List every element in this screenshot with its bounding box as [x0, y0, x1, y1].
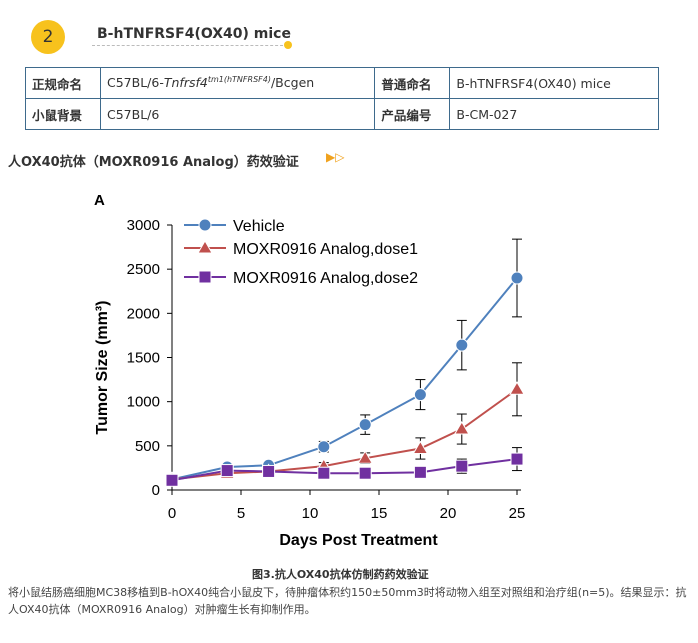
data-point: [358, 418, 372, 432]
table-value-product-code: B-CM-027: [449, 98, 659, 130]
legend-label: MOXR0916 Analog,dose1: [233, 241, 418, 258]
table-value-background: C57BL/6: [99, 98, 376, 130]
table-key: 产品编号: [374, 98, 451, 130]
y-axis-label: Tumor Size (mm³): [94, 301, 111, 435]
play-arrows-icon: ▶▷: [326, 150, 345, 164]
title-underline: [92, 45, 288, 46]
data-point: [262, 464, 276, 478]
product-title: B-hTNFRSF4(OX40) mice: [97, 26, 291, 42]
series-line-0: [171, 277, 518, 481]
legend-marker: [198, 218, 212, 232]
official-name-suffix: /Bcgen: [270, 75, 315, 91]
official-name-prefix: C57BL/6-: [107, 75, 164, 91]
figure-description: 将小鼠结肠癌细胞MC38移植到B-hOX40纯合小鼠皮下，待肿瘤体积约150±5…: [8, 586, 687, 616]
data-point: [358, 466, 372, 480]
y-tick-label: 0: [152, 482, 160, 499]
y-tick-label: 2500: [127, 261, 160, 278]
figure-caption: 图3.抗人OX40抗体仿制药药效验证: [252, 568, 429, 581]
y-tick-label: 1000: [127, 394, 160, 411]
x-tick-label: 0: [168, 505, 176, 522]
section-title: 人OX40抗体（MOXR0916 Analog）药效验证: [8, 155, 299, 170]
data-point: [509, 381, 525, 395]
data-point: [412, 440, 429, 454]
series-line-2: [171, 458, 518, 482]
panel-label: A: [94, 192, 105, 209]
data-point: [317, 466, 331, 480]
x-tick-label: 10: [302, 505, 319, 522]
data-point: [455, 338, 469, 352]
x-axis-label: Days Post Treatment: [279, 532, 438, 549]
data-point: [317, 440, 331, 454]
x-tick-label: 5: [237, 505, 245, 522]
data-point: [165, 473, 179, 487]
legend-marker: [197, 240, 213, 254]
data-point: [413, 388, 427, 402]
data-point: [510, 271, 524, 285]
legend-label: MOXR0916 Analog,dose2: [233, 270, 418, 287]
table-key: 正规命名: [25, 67, 101, 99]
official-name-allele: tm1(hTNFRSF4): [207, 75, 271, 85]
data-point: [510, 452, 524, 466]
step-number-badge: 2: [31, 20, 65, 54]
table-row: 小鼠背景 C57BL/6 产品编号 B-CM-027: [25, 98, 659, 130]
x-tick-label: 25: [509, 505, 526, 522]
x-tick-label: 20: [440, 505, 457, 522]
data-point: [455, 459, 469, 473]
y-tick-label: 500: [135, 438, 160, 455]
table-key: 小鼠背景: [25, 98, 101, 130]
official-name-gene: Tnfrsf4: [163, 75, 208, 91]
table-key: 普通命名: [374, 67, 451, 99]
legend-marker: [198, 270, 212, 284]
table-value-common-name: B-hTNFRSF4(OX40) mice: [449, 67, 659, 99]
title-dot: [284, 41, 292, 49]
info-table: 正规命名 C57BL/6-Tnfrsf4tm1(hTNFRSF4)/Bcgen …: [25, 67, 659, 130]
data-point: [220, 464, 234, 478]
y-tick-label: 3000: [127, 217, 160, 234]
series-line-1: [171, 388, 518, 481]
legend-label: Vehicle: [233, 218, 285, 235]
y-tick-label: 2000: [127, 305, 160, 322]
data-point: [357, 450, 374, 464]
data-point: [453, 421, 470, 435]
x-tick-label: 15: [371, 505, 388, 522]
y-tick-label: 1500: [127, 350, 160, 367]
data-point: [413, 465, 427, 479]
